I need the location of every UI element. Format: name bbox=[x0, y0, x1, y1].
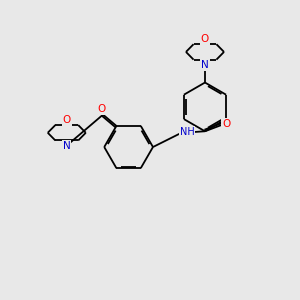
Text: O: O bbox=[201, 34, 209, 44]
Text: NH: NH bbox=[180, 127, 194, 137]
Text: N: N bbox=[63, 140, 71, 151]
Text: N: N bbox=[201, 60, 209, 70]
Text: O: O bbox=[63, 115, 71, 125]
Text: O: O bbox=[222, 118, 230, 128]
Text: O: O bbox=[97, 104, 105, 114]
